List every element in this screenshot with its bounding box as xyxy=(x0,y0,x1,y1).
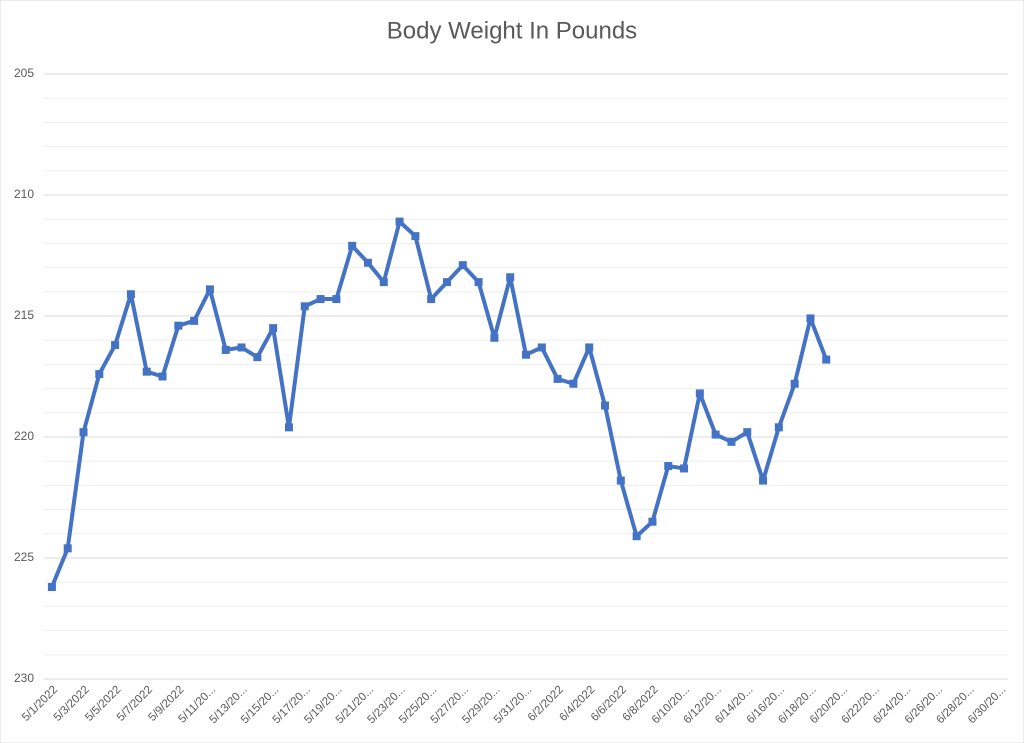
data-point xyxy=(269,324,278,333)
data-point xyxy=(300,302,309,311)
y-tick-label: 205 xyxy=(14,66,34,80)
data-point xyxy=(47,583,56,592)
data-point xyxy=(237,343,246,352)
data-point xyxy=(253,353,262,362)
data-point xyxy=(63,544,72,553)
data-point xyxy=(95,370,104,379)
data-point xyxy=(537,343,546,352)
data-point xyxy=(759,476,768,485)
data-point xyxy=(442,278,451,287)
y-tick-label: 220 xyxy=(14,429,34,443)
data-point xyxy=(427,295,436,304)
data-point xyxy=(221,345,230,354)
data-point xyxy=(774,423,783,432)
data-point xyxy=(284,423,293,432)
data-point xyxy=(379,278,388,287)
data-point xyxy=(395,217,404,226)
data-point xyxy=(585,343,594,352)
data-point xyxy=(695,389,704,398)
data-point xyxy=(711,430,720,439)
data-point xyxy=(490,333,499,342)
y-tick-label: 225 xyxy=(14,550,34,564)
data-point xyxy=(727,437,736,446)
data-point xyxy=(158,372,167,381)
data-point xyxy=(142,367,151,376)
data-point xyxy=(632,532,641,541)
data-point xyxy=(205,285,214,294)
data-point xyxy=(316,295,325,304)
data-point xyxy=(348,241,357,250)
data-point xyxy=(474,278,483,287)
data-point xyxy=(522,350,530,359)
data-point xyxy=(616,476,625,485)
data-point xyxy=(553,374,562,383)
y-tick-label: 215 xyxy=(14,308,34,322)
data-point xyxy=(648,517,657,526)
data-point xyxy=(806,314,815,323)
data-point xyxy=(680,464,689,473)
data-point xyxy=(790,379,799,388)
data-point xyxy=(664,462,673,471)
data-point xyxy=(569,379,578,388)
data-point xyxy=(174,321,183,330)
chart-title: Body Weight In Pounds xyxy=(387,17,637,44)
data-point xyxy=(822,355,831,364)
y-tick-label: 210 xyxy=(14,187,34,201)
data-point xyxy=(458,261,467,270)
data-point xyxy=(190,316,199,325)
data-point xyxy=(743,428,752,437)
data-point xyxy=(111,341,120,350)
data-point xyxy=(79,428,88,437)
data-point xyxy=(601,401,610,410)
data-point xyxy=(411,232,420,241)
data-point xyxy=(506,273,515,282)
data-point xyxy=(126,290,135,299)
y-tick-label: 230 xyxy=(14,671,34,685)
data-point xyxy=(363,258,372,267)
data-point xyxy=(332,295,341,304)
